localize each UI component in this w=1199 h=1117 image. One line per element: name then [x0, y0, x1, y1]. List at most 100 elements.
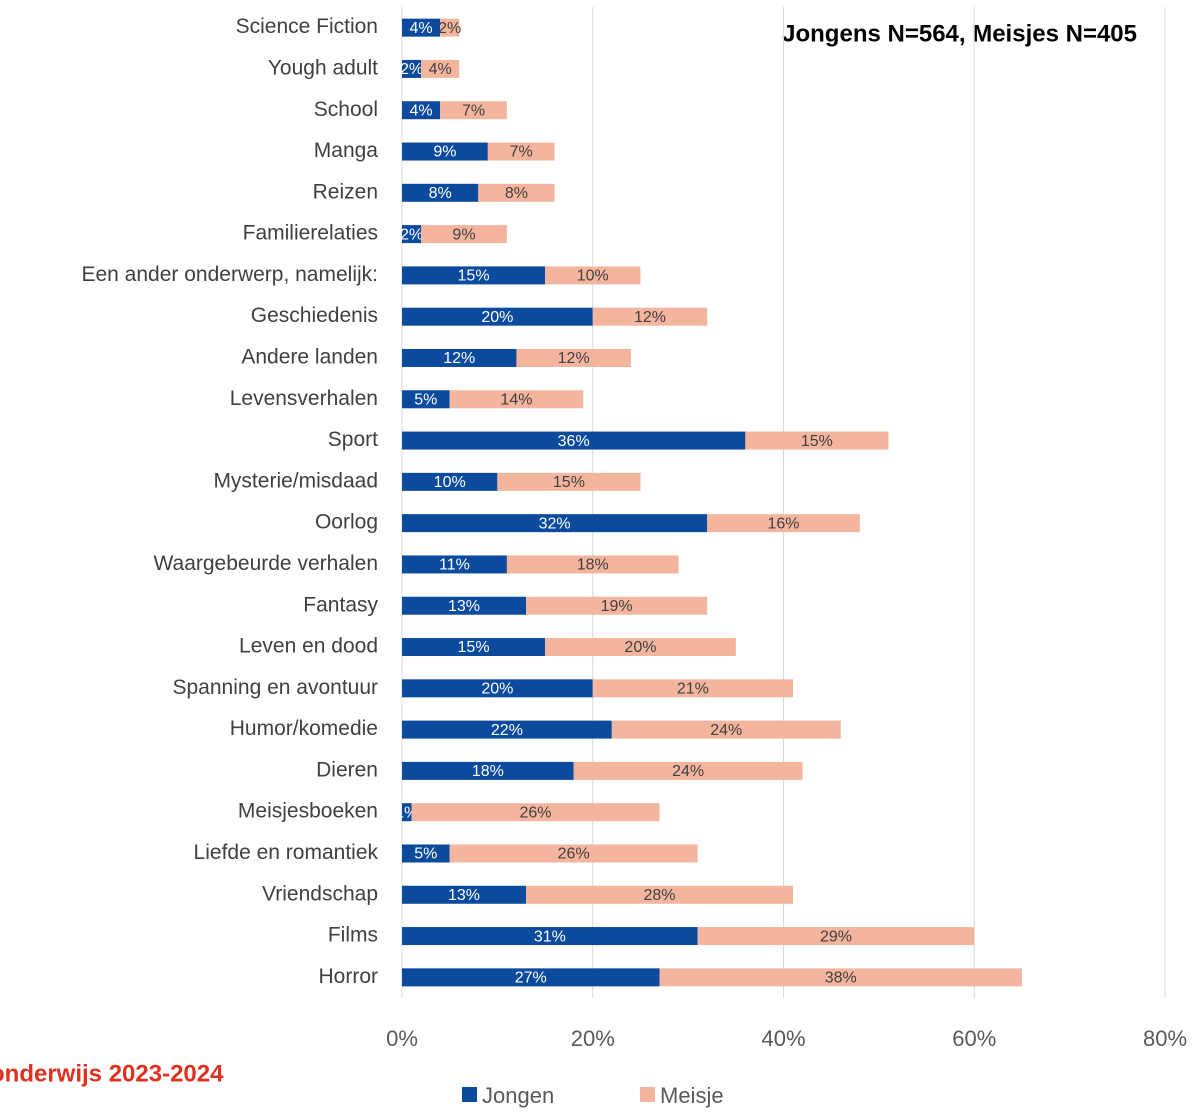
bar-segment [402, 803, 412, 822]
value-label: 10% [577, 268, 609, 285]
value-label: 4% [410, 20, 433, 37]
value-label: 8% [505, 185, 528, 202]
value-label: 2% [400, 226, 423, 243]
value-label: 2% [400, 61, 423, 78]
bar-segment [421, 59, 460, 78]
bar-segment [402, 59, 422, 78]
bar-segment [440, 101, 507, 120]
bar-segment [697, 927, 975, 946]
value-label: 15% [458, 268, 490, 285]
bar-segment [402, 596, 526, 615]
bar-segment [487, 142, 555, 161]
bar-segment [402, 885, 526, 904]
value-label: 31% [534, 928, 566, 945]
y-tick-label: School [314, 98, 378, 121]
value-label: 26% [558, 846, 590, 863]
value-label: 5% [414, 391, 437, 408]
value-label: 13% [448, 887, 480, 904]
y-tick-label: Waargebeurde verhalen [153, 552, 378, 575]
y-tick-label: Yough adult [268, 56, 378, 79]
footer: onderwijs 2023-2024 [0, 1060, 224, 1087]
value-label: 2% [438, 20, 461, 37]
x-tick-label: 60% [952, 1026, 996, 1051]
y-tick-label: Meisjesboeken [238, 800, 378, 823]
bar-segment [525, 885, 794, 904]
bar-segment [402, 927, 698, 946]
value-label: 20% [481, 681, 513, 698]
bar-segment [402, 968, 660, 987]
bar-segment [402, 638, 546, 657]
value-label: 14% [500, 391, 532, 408]
value-label: 12% [443, 350, 475, 367]
value-label: 20% [624, 639, 656, 656]
value-label: 15% [458, 639, 490, 656]
value-label: 7% [510, 144, 533, 161]
bar-segment [525, 596, 708, 615]
bar-segment [611, 720, 841, 739]
bar-segment [659, 968, 1022, 987]
y-tick-label: Science Fiction [236, 15, 378, 38]
bar-segment [497, 472, 641, 491]
bar-segment [573, 761, 803, 780]
y-tick-label: Sport [328, 428, 378, 451]
bar-segment [402, 225, 422, 244]
bar-segment [402, 348, 517, 367]
value-label: 26% [520, 804, 552, 821]
value-label: 21% [677, 681, 709, 698]
bar-segment [449, 390, 584, 409]
y-tick-label: Fantasy [303, 593, 378, 616]
y-tick-label: Horror [318, 965, 378, 988]
legend-label: Meisje [660, 1083, 724, 1108]
y-tick-label: Spanning en avontuur [173, 676, 379, 699]
y-tick-label: Een ander onderwerp, namelijk: [81, 263, 378, 286]
bar-segment [402, 266, 546, 285]
value-label: 15% [801, 433, 833, 450]
value-label: 4% [410, 102, 433, 119]
bar-segment [402, 142, 488, 161]
y-tick-label: Familierelaties [243, 222, 378, 245]
value-label: 24% [710, 722, 742, 739]
y-tick-label: Mysterie/misdaad [213, 469, 378, 492]
value-label: 36% [558, 433, 590, 450]
value-label: 18% [577, 557, 609, 574]
value-label: 19% [601, 598, 633, 615]
bar-segment [402, 472, 498, 491]
value-label: 16% [767, 515, 799, 532]
bar-segment [402, 390, 450, 409]
bar-segment [707, 514, 860, 533]
bar-segment [506, 555, 679, 574]
bar-segment [402, 514, 708, 533]
value-label: 32% [539, 515, 571, 532]
bar-segment [745, 431, 889, 450]
legend-swatch [640, 1087, 655, 1102]
x-tick-label: 40% [761, 1026, 805, 1051]
value-label: 7% [462, 102, 485, 119]
value-label: 18% [472, 763, 504, 780]
value-label: 20% [481, 309, 513, 326]
y-tick-label: Andere landen [241, 346, 378, 369]
value-label: 24% [672, 763, 704, 780]
bar-segment [402, 555, 507, 574]
bar-segment [421, 225, 507, 244]
value-label: 5% [414, 846, 437, 863]
bar-segment [592, 679, 794, 698]
bar-segment [402, 18, 441, 37]
value-label: 27% [515, 970, 547, 987]
y-tick-label: Vriendschap [262, 882, 378, 905]
y-tick-label: Oorlog [315, 511, 378, 534]
y-tick-label: Manga [314, 139, 379, 162]
bar-segment [440, 18, 460, 37]
bar-segment [402, 720, 612, 739]
bar-segment [402, 761, 574, 780]
bar-segment [545, 266, 641, 285]
value-label: 15% [553, 474, 585, 491]
legend-label: Jongen [482, 1083, 554, 1108]
x-tick-label: 80% [1143, 1026, 1187, 1051]
y-tick-label: Dieren [316, 758, 378, 781]
bar-segment [592, 307, 708, 326]
y-tick-label: Reizen [313, 180, 378, 203]
x-tick-label: 0% [386, 1026, 418, 1051]
y-tick-label: Leven en dood [239, 635, 378, 658]
x-tick-label: 20% [571, 1026, 615, 1051]
